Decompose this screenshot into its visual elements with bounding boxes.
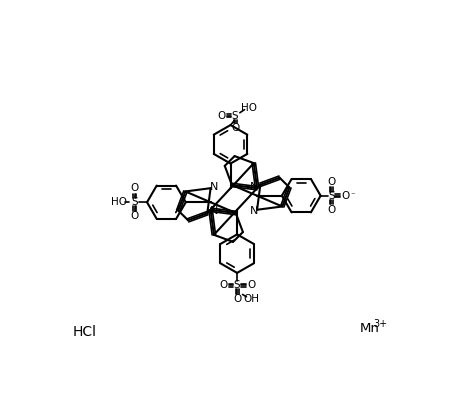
Text: S: S — [234, 280, 240, 290]
Text: S: S — [131, 197, 138, 207]
Text: S: S — [232, 111, 239, 121]
Text: O: O — [219, 280, 227, 290]
Text: ⁻: ⁻ — [351, 191, 356, 200]
Text: O: O — [233, 294, 241, 304]
Text: O: O — [341, 191, 350, 201]
Text: O: O — [327, 177, 335, 187]
Text: S: S — [328, 191, 335, 201]
Text: O: O — [247, 280, 255, 290]
Text: HO: HO — [111, 197, 127, 207]
Text: N: N — [250, 182, 258, 191]
Text: HO: HO — [241, 103, 257, 113]
Text: ⁻: ⁻ — [260, 182, 265, 191]
Text: N: N — [210, 206, 218, 216]
Text: HCl: HCl — [72, 325, 96, 339]
Text: 3+: 3+ — [373, 320, 388, 329]
Text: O: O — [131, 183, 139, 193]
Text: N: N — [210, 182, 218, 191]
Text: N: N — [250, 206, 258, 216]
Text: ⁻: ⁻ — [221, 207, 226, 216]
Text: O: O — [217, 111, 225, 121]
Text: O: O — [231, 123, 239, 133]
Text: O: O — [131, 211, 139, 221]
Text: O: O — [327, 204, 335, 215]
Text: OH: OH — [243, 294, 259, 304]
Text: Mn: Mn — [359, 322, 379, 335]
